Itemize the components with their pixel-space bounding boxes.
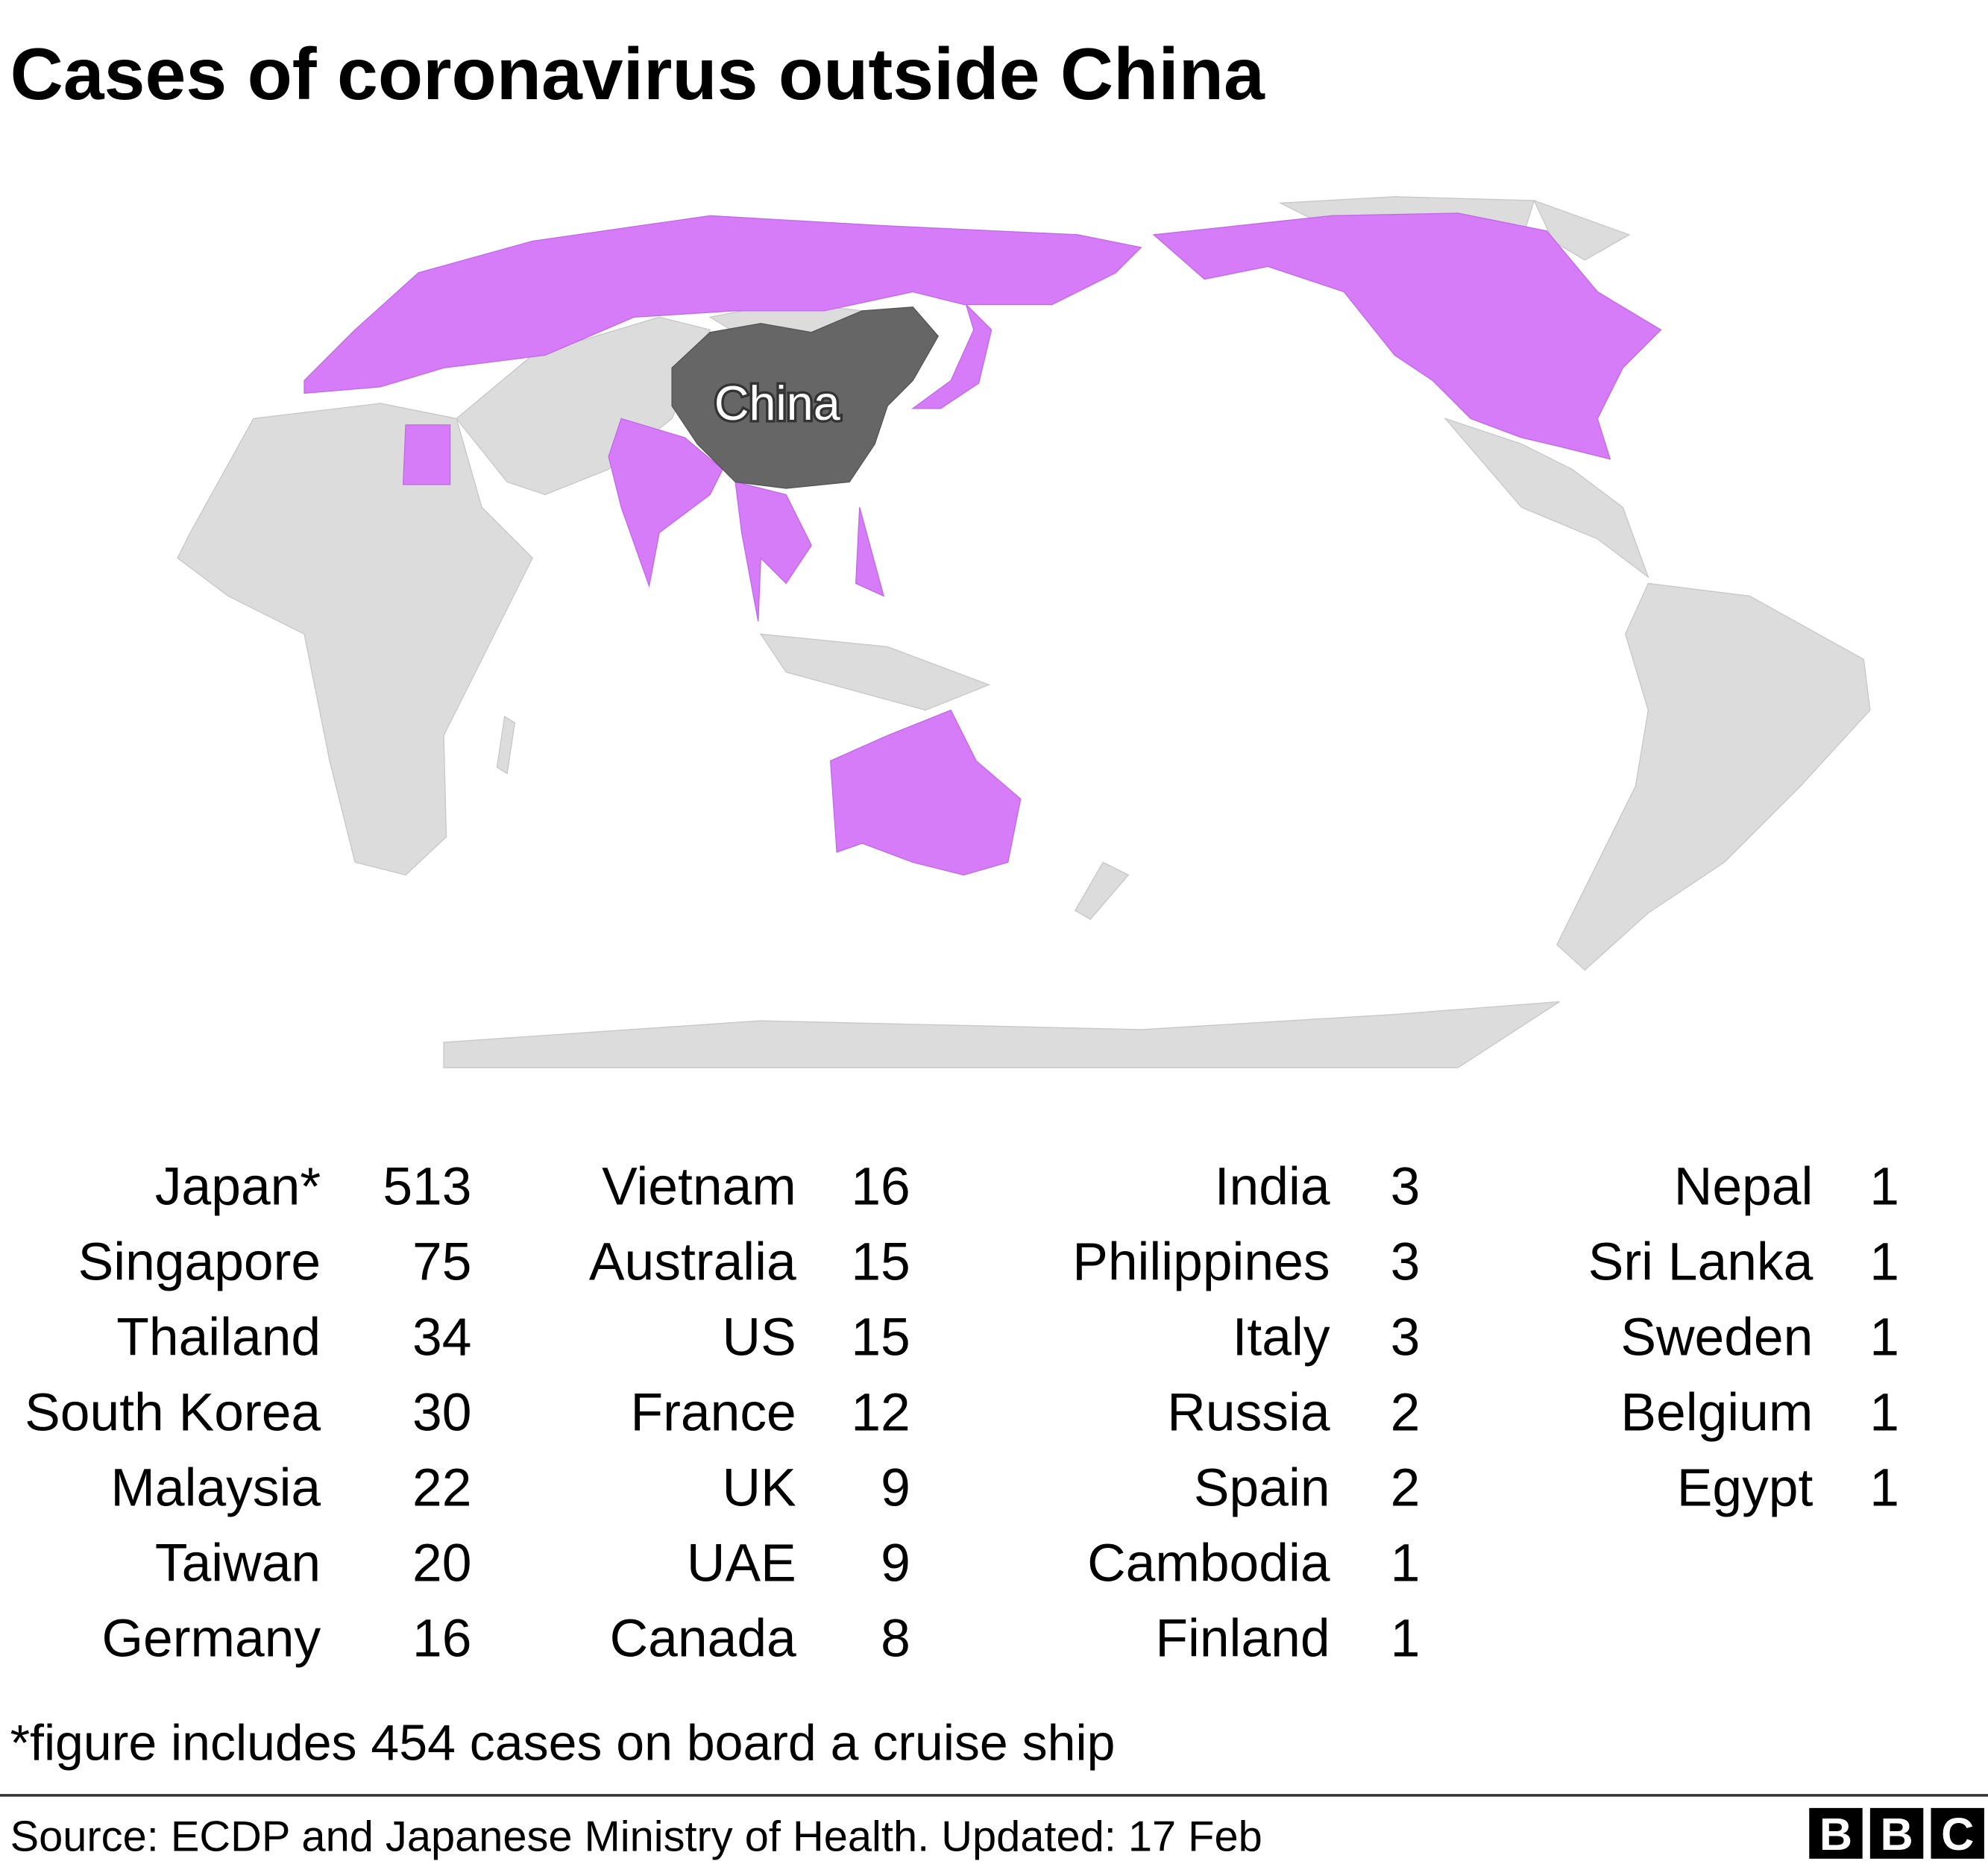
- case-count: 1: [1869, 1383, 1899, 1443]
- logo-box: [1931, 1807, 1984, 1859]
- case-count: 2: [1391, 1458, 1421, 1518]
- country-name: Belgium: [1620, 1383, 1813, 1443]
- case-count: 15: [851, 1232, 910, 1292]
- australia: [829, 709, 1022, 876]
- india: [608, 418, 723, 588]
- case-count: 3: [1391, 1157, 1421, 1217]
- case-count: 3: [1391, 1308, 1421, 1367]
- egypt: [402, 424, 451, 485]
- case-count: 20: [412, 1534, 471, 1593]
- madagascar: [496, 715, 516, 775]
- country-name: Australia: [589, 1232, 796, 1292]
- country-name: Egypt: [1677, 1458, 1814, 1518]
- philippines: [855, 507, 885, 597]
- indonesia: [759, 633, 991, 711]
- case-count: 16: [851, 1157, 910, 1217]
- logo-letter: B: [1819, 1809, 1852, 1860]
- case-count: 1: [1869, 1458, 1899, 1518]
- case-count: 513: [383, 1157, 471, 1217]
- europe-russia: [303, 215, 1142, 394]
- source: Source: ECDP and Japanese Ministry of He…: [10, 1813, 1262, 1861]
- japan: [911, 303, 993, 409]
- case-count: 75: [412, 1232, 471, 1292]
- country-name: Russia: [1167, 1383, 1330, 1443]
- country-name: South Korea: [25, 1383, 321, 1443]
- map-label: China: [714, 377, 840, 430]
- case-count: 8: [881, 1609, 910, 1669]
- case-count: 12: [851, 1383, 910, 1443]
- country-name: Sweden: [1620, 1308, 1813, 1367]
- country-name: Finland: [1155, 1609, 1330, 1669]
- case-count: 1: [1869, 1232, 1899, 1292]
- case-count: 9: [881, 1534, 910, 1593]
- country-name: Malaysia: [110, 1458, 321, 1518]
- case-count: 34: [412, 1308, 471, 1367]
- country-name: Canada: [610, 1609, 796, 1669]
- country-name: France: [631, 1383, 796, 1443]
- alaska: [1532, 199, 1631, 261]
- logo-letter: C: [1941, 1809, 1974, 1860]
- footnote: *figure includes 454 cases on board a cr…: [10, 1714, 1116, 1771]
- case-count: 16: [412, 1609, 471, 1669]
- africa: [177, 403, 533, 876]
- case-count: 22: [412, 1458, 471, 1518]
- case-count: 2: [1391, 1383, 1421, 1443]
- country-name: Vietnam: [602, 1157, 796, 1217]
- country-name: Japan*: [155, 1157, 321, 1217]
- country-name: Spain: [1194, 1458, 1330, 1518]
- new-zealand: [1074, 861, 1130, 920]
- country-name: US: [723, 1308, 796, 1367]
- case-count: 1: [1869, 1308, 1899, 1367]
- case-count: 15: [851, 1308, 910, 1367]
- case-count: 1: [1391, 1609, 1421, 1669]
- logo-box: [1869, 1807, 1924, 1859]
- country-name: Singapore: [78, 1232, 321, 1292]
- case-count: 3: [1391, 1232, 1421, 1292]
- country-name: Thailand: [116, 1308, 321, 1367]
- logo-box: [1809, 1807, 1863, 1859]
- logo-letter: B: [1880, 1809, 1913, 1860]
- southeast-asia: [735, 481, 812, 622]
- north-america: [1152, 212, 1662, 460]
- country-name: India: [1215, 1157, 1330, 1217]
- south-america: [1556, 582, 1871, 971]
- case-table: Japan* 513 Singapore 75 Thailand 34 South Kore…: [25, 1157, 1899, 1669]
- title: Cases of coronavirus outside China: [10, 33, 1265, 115]
- case-count: 30: [412, 1383, 471, 1443]
- china: [671, 306, 940, 489]
- country-name: Nepal: [1674, 1157, 1814, 1217]
- country-name: Germany: [102, 1609, 321, 1669]
- country-name: UAE: [687, 1534, 796, 1593]
- case-count: 9: [881, 1458, 910, 1518]
- country-name: Cambodia: [1087, 1534, 1330, 1593]
- world-map: China: [177, 196, 1871, 1068]
- case-count: 1: [1391, 1534, 1421, 1593]
- country-name: Italy: [1233, 1308, 1330, 1367]
- country-name: Philippines: [1072, 1232, 1330, 1292]
- country-name: UK: [723, 1458, 796, 1518]
- antarctica: [443, 1001, 1560, 1068]
- central-america: [1444, 417, 1649, 579]
- country-name: Taiwan: [155, 1534, 321, 1593]
- case-count: 1: [1869, 1157, 1899, 1217]
- country-name: Sri Lanka: [1588, 1232, 1814, 1292]
